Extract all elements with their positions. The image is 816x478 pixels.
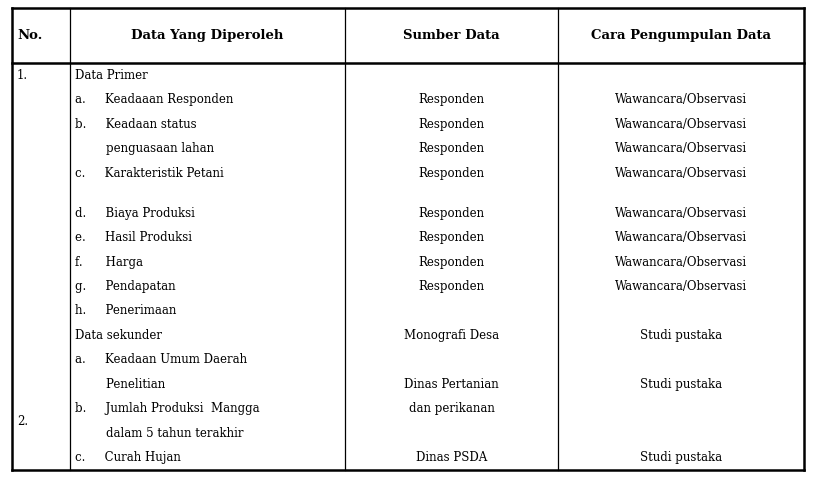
Text: Data sekunder: Data sekunder: [75, 329, 162, 342]
Text: Studi pustaka: Studi pustaka: [641, 378, 722, 391]
Text: b.   Jumlah Produksi  Mangga: b. Jumlah Produksi Mangga: [75, 402, 259, 415]
Text: Penelitian: Penelitian: [75, 378, 165, 391]
Text: e.   Hasil Produksi: e. Hasil Produksi: [75, 231, 192, 244]
Text: Wawancara/Observasi: Wawancara/Observasi: [615, 93, 747, 106]
Text: Data Primer: Data Primer: [75, 69, 148, 82]
Text: 2.: 2.: [17, 414, 28, 428]
Text: Wawancara/Observasi: Wawancara/Observasi: [615, 231, 747, 244]
Text: b.   Keadaan status: b. Keadaan status: [75, 118, 197, 130]
Text: Dinas Pertanian: Dinas Pertanian: [404, 378, 499, 391]
Text: dan perikanan: dan perikanan: [409, 402, 494, 415]
Text: h.   Penerimaan: h. Penerimaan: [75, 304, 176, 317]
Text: Cara Pengumpulan Data: Cara Pengumpulan Data: [592, 29, 771, 42]
Text: Responden: Responden: [419, 167, 485, 180]
Text: Monografi Desa: Monografi Desa: [404, 329, 499, 342]
Text: d.   Biaya Produksi: d. Biaya Produksi: [75, 206, 195, 219]
Text: c.   Karakteristik Petani: c. Karakteristik Petani: [75, 167, 224, 180]
Text: Responden: Responden: [419, 256, 485, 269]
Text: a.   Keadaaan Responden: a. Keadaaan Responden: [75, 93, 233, 106]
Text: Sumber Data: Sumber Data: [403, 29, 500, 42]
Text: Wawancara/Observasi: Wawancara/Observasi: [615, 167, 747, 180]
Text: g.   Pendapatan: g. Pendapatan: [75, 280, 175, 293]
Text: Studi pustaka: Studi pustaka: [641, 329, 722, 342]
Text: Studi pustaka: Studi pustaka: [641, 451, 722, 464]
Text: 1.: 1.: [17, 69, 28, 82]
Text: penguasaan lahan: penguasaan lahan: [75, 142, 214, 155]
Text: Wawancara/Observasi: Wawancara/Observasi: [615, 206, 747, 219]
Text: Wawancara/Observasi: Wawancara/Observasi: [615, 280, 747, 293]
Text: a.   Keadaan Umum Daerah: a. Keadaan Umum Daerah: [75, 353, 247, 367]
Text: Responden: Responden: [419, 231, 485, 244]
Text: Responden: Responden: [419, 206, 485, 219]
Text: Responden: Responden: [419, 142, 485, 155]
Text: Data Yang Diperoleh: Data Yang Diperoleh: [131, 29, 283, 42]
Text: c.   Curah Hujan: c. Curah Hujan: [75, 451, 180, 464]
Text: Responden: Responden: [419, 280, 485, 293]
Text: No.: No.: [17, 29, 42, 42]
Text: Responden: Responden: [419, 118, 485, 130]
Text: dalam 5 tahun terakhir: dalam 5 tahun terakhir: [75, 427, 243, 440]
Text: f.    Harga: f. Harga: [75, 256, 143, 269]
Text: Wawancara/Observasi: Wawancara/Observasi: [615, 142, 747, 155]
Text: Dinas PSDA: Dinas PSDA: [416, 451, 487, 464]
Text: Wawancara/Observasi: Wawancara/Observasi: [615, 118, 747, 130]
Text: Wawancara/Observasi: Wawancara/Observasi: [615, 256, 747, 269]
Text: Responden: Responden: [419, 93, 485, 106]
